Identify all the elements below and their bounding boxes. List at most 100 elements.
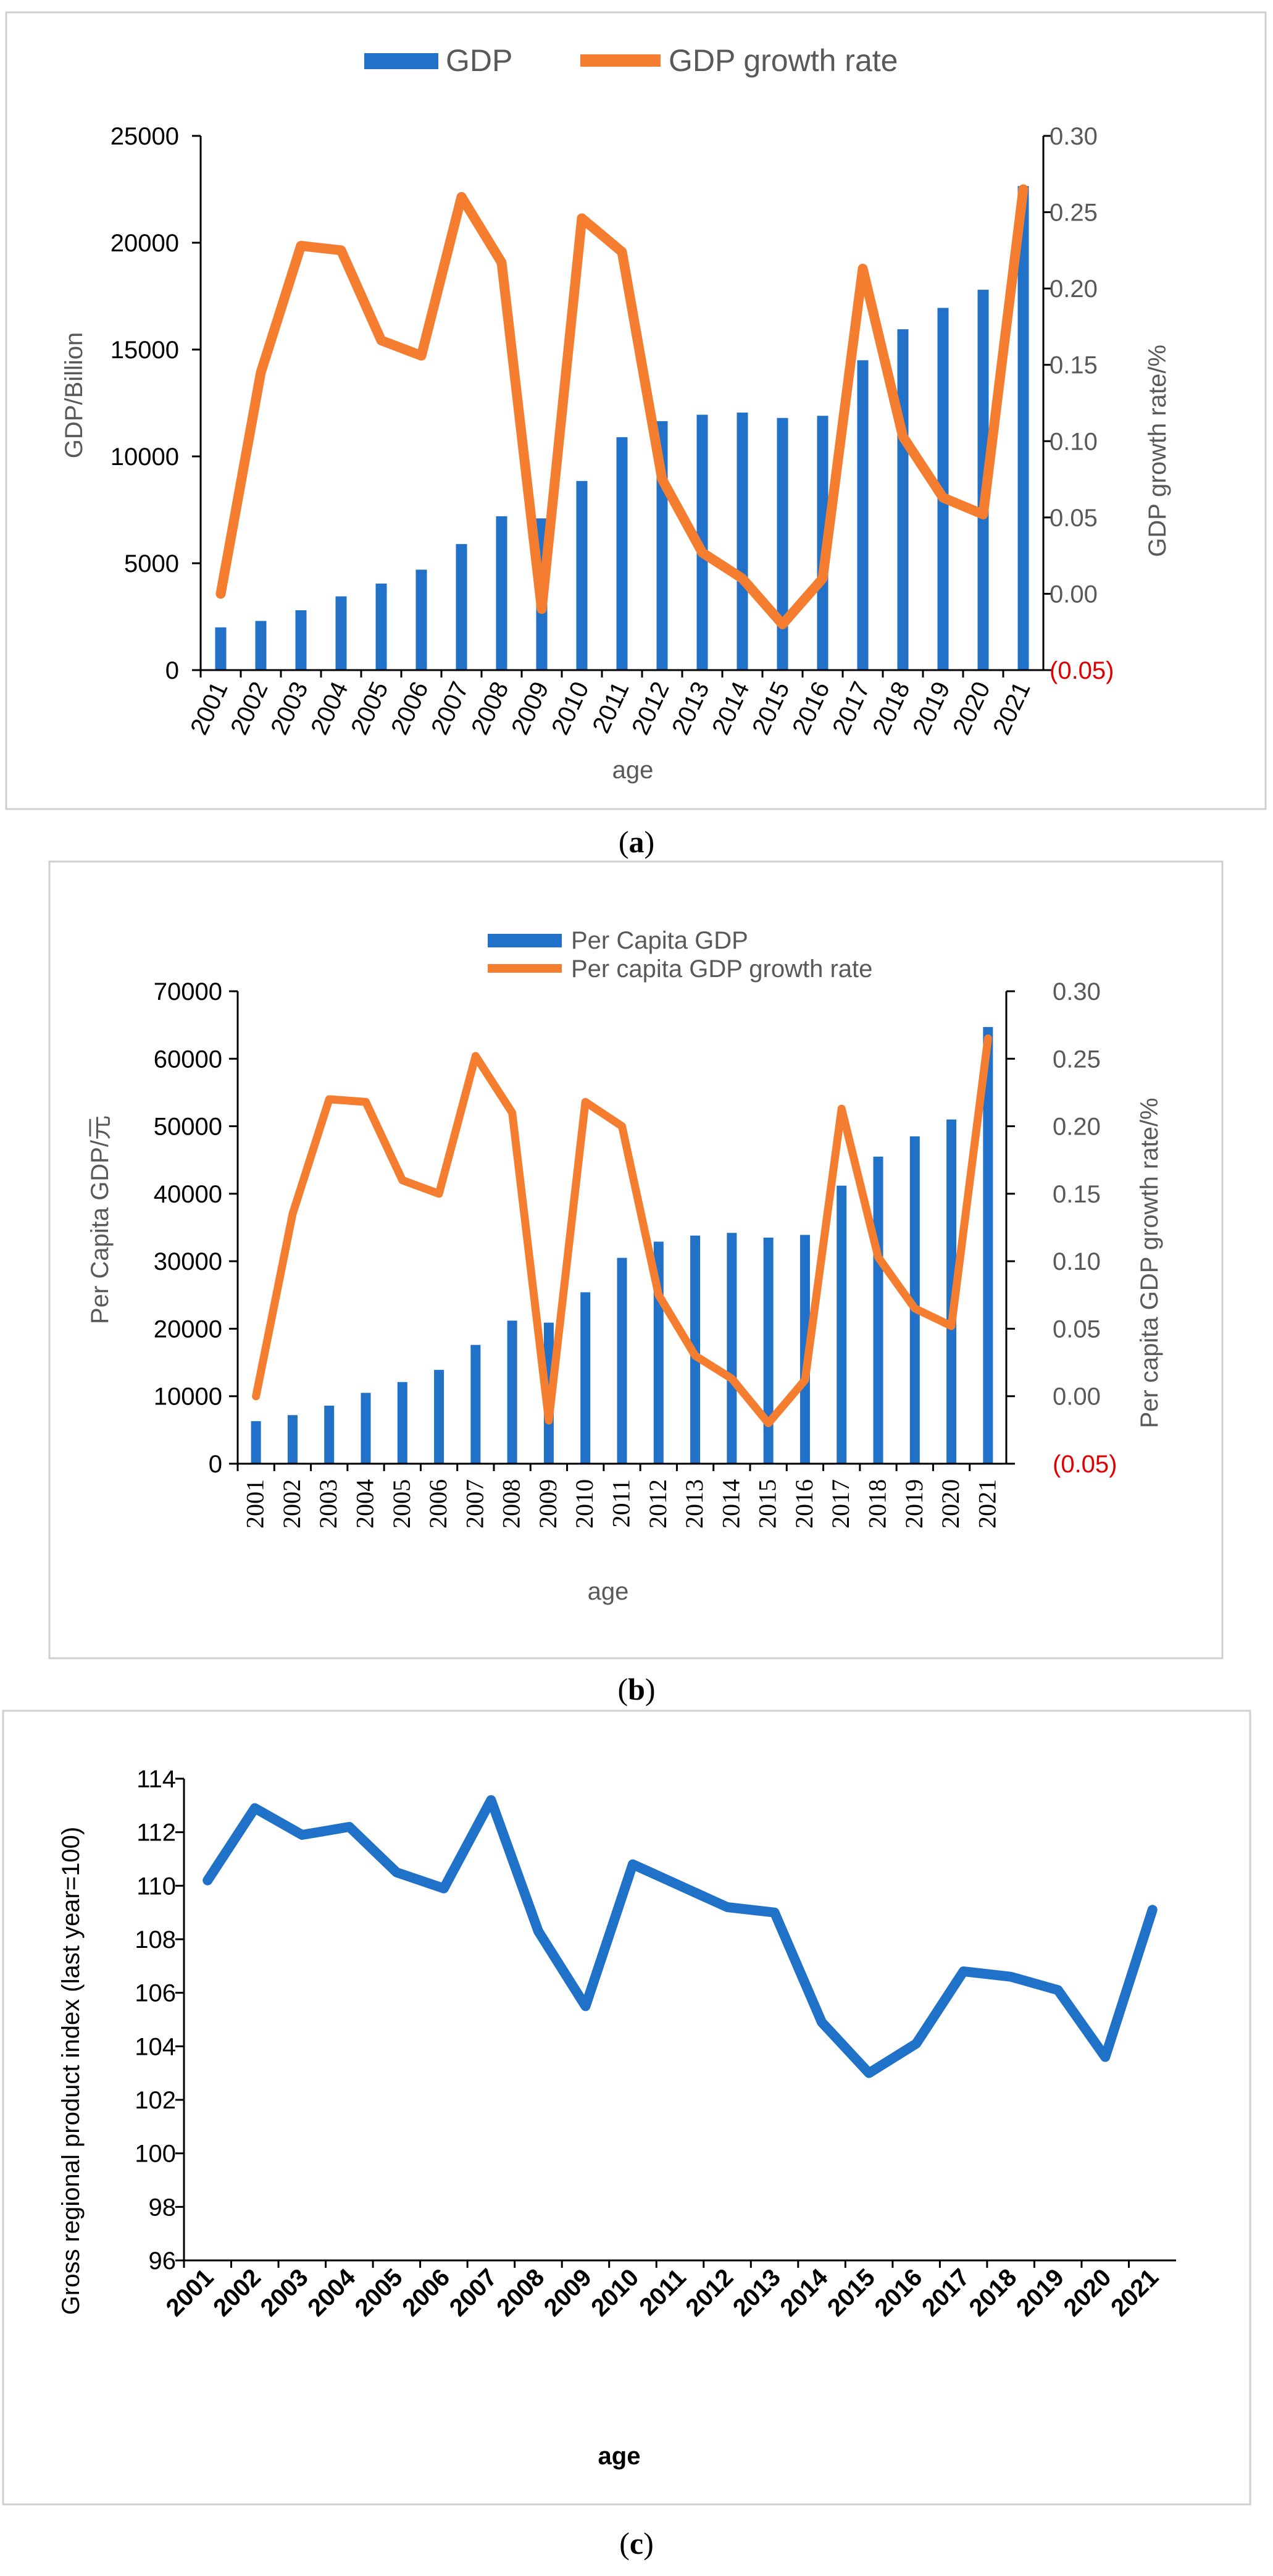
- panel-b-bar-2021: [983, 1026, 993, 1464]
- panel-b-x-tick-label: 2018: [864, 1479, 891, 1529]
- legend-per-capita-swatch: [488, 934, 562, 947]
- panel-b-growth-line: [252, 1034, 992, 1427]
- chart-panel-c: 9698100102104106108110112114200120022003…: [2, 1710, 1251, 2506]
- panel-b-x-tick-label: 2003: [314, 1479, 342, 1529]
- panel-c-x-axis-title: age: [598, 2443, 641, 2470]
- panel-b-bar-2007: [470, 1345, 481, 1464]
- panel-b-bar-2008: [507, 1320, 517, 1464]
- panel-a-bar-2004: [335, 596, 347, 670]
- panel-c-index-line: [202, 1795, 1158, 2078]
- panel-c-y-tick-label: 112: [136, 1819, 176, 1847]
- panel-c-y-tick-label: 102: [135, 2087, 176, 2114]
- panel-b-x-tick-label: 2004: [351, 1479, 379, 1529]
- panel-a-y2-tick-label: 0.15: [1050, 352, 1098, 379]
- panel-b-bars: [251, 1026, 993, 1464]
- panel-b-y2-tick-label: 0.20: [1053, 1114, 1101, 1141]
- panel-b-x-tick-label: 2007: [461, 1479, 488, 1529]
- panel-a-y2-tick-label: (0.05): [1050, 657, 1114, 684]
- panel-b-x-tick-label: 2021: [973, 1479, 1001, 1529]
- panel-a-y2-tick-label: 0.05: [1050, 505, 1098, 532]
- panel-b-series-line: [252, 1034, 992, 1427]
- legend-gdp-swatch: [364, 53, 438, 69]
- panel-b-y2-tick-label: (0.05): [1053, 1451, 1117, 1478]
- panel-b-x-axis-title: age: [588, 1578, 629, 1605]
- panel-b-y2-tick-label: 0.25: [1053, 1046, 1101, 1073]
- panel-b-y2-tick-label: 0.00: [1053, 1383, 1101, 1411]
- panel-b-bar-2010: [580, 1292, 591, 1464]
- panel-b-bar-2016: [799, 1235, 810, 1464]
- panel-b-x-tick-label: 2008: [498, 1479, 525, 1529]
- caption-b: (b): [617, 1672, 655, 1706]
- caption-c: (c): [619, 2526, 654, 2561]
- panel-b-y-tick-label: 40000: [154, 1181, 222, 1208]
- legend-per-capita-label: Per Capita GDP: [571, 927, 748, 954]
- panel-b-y-tick-label: 60000: [154, 1046, 222, 1073]
- panel-b-x-tick-label: 2014: [717, 1479, 745, 1529]
- panel-b-y-tick-label: 50000: [154, 1114, 222, 1141]
- panel-a-bar-2007: [456, 543, 467, 670]
- panel-a-y-axis-title: GDP/Billion: [61, 332, 88, 459]
- panel-a-series-line: [215, 184, 1029, 629]
- panel-a-y-tick-label: 25000: [111, 123, 179, 150]
- panel-b-x-tick-label: 2012: [644, 1479, 672, 1529]
- panel-b-axes: 0 10000 20000 30000 40000 50000 60000 70000 (0.0…: [154, 978, 1117, 1529]
- panel-b-y2-tick-label: 0.30: [1053, 978, 1101, 1005]
- panel-b-bar-2006: [434, 1370, 445, 1464]
- panel-b-x-tick-label: 2019: [900, 1479, 928, 1529]
- legend-per-capita-growth-label: Per capita GDP growth rate: [571, 955, 872, 983]
- panel-b-y2-tick-label: 0.05: [1053, 1315, 1101, 1343]
- panel-a-bar-2014: [737, 413, 748, 670]
- panel-b-bar-2017: [837, 1185, 847, 1464]
- panel-b-bar-2015: [763, 1237, 774, 1464]
- panel-a-y-tick-label: 0: [165, 657, 179, 684]
- panel-b-x-tick-label: 2013: [680, 1479, 708, 1529]
- panel-b-bar-2014: [727, 1233, 737, 1464]
- panel-b-x-tick-label: 2006: [424, 1479, 452, 1529]
- panel-b-y-tick-label: 30000: [154, 1248, 222, 1275]
- panel-b-y-tick-label: 20000: [154, 1315, 222, 1343]
- panel-b-y-tick-label: 70000: [154, 978, 222, 1005]
- panel-b-bar-2020: [946, 1119, 957, 1464]
- panel-c-y-tick-label: 106: [135, 1980, 176, 2007]
- chart-panel-a: 0 5000 10000 15000 20000 25000 (0.05) 0.00 0.05 0…: [5, 11, 1267, 810]
- panel-c-y-tick-label: 110: [136, 1873, 176, 1900]
- panel-c-y-tick-label: 96: [149, 2247, 177, 2275]
- panel-c-y-tick-label: 114: [136, 1766, 176, 1793]
- panel-a-bar-2017: [857, 360, 869, 670]
- panel-a-y2-tick-label: 0.30: [1050, 123, 1098, 150]
- panel-b-x-tick-label: 2002: [278, 1479, 306, 1529]
- panel-b-x-tick-label: 2017: [827, 1479, 854, 1529]
- panel-b-bar-2019: [909, 1136, 920, 1464]
- caption-a: (a): [619, 824, 654, 859]
- panel-b-x-tick-label: 2001: [241, 1479, 269, 1529]
- panel-b-x-tick-label: 2010: [570, 1479, 598, 1529]
- panel-b-y-tick-label: 10000: [154, 1383, 222, 1411]
- panel-b-bar-2001: [251, 1421, 261, 1464]
- panel-b-frame: [48, 860, 1224, 1659]
- panel-a-bar-2015: [777, 417, 788, 670]
- legend-gdp-label: GDP: [446, 43, 512, 78]
- panel-a-frame: [5, 11, 1267, 810]
- panel-c-y-tick-label: 108: [135, 1926, 176, 1953]
- panel-a-bar-2005: [375, 583, 387, 670]
- chart-panel-b: 0 10000 20000 30000 40000 50000 60000 70000 (0.0…: [48, 860, 1224, 1659]
- panel-a-bar-2011: [616, 437, 628, 670]
- panel-b-bar-2005: [397, 1382, 407, 1464]
- panel-b-x-tick-label: 2011: [607, 1479, 635, 1528]
- panel-b-bar-2018: [873, 1156, 883, 1464]
- panel-a-y2-axis-title: GDP growth rate/%: [1144, 345, 1171, 557]
- panel-b-legend: Per Capita GDP Per capita GDP growth rat…: [488, 927, 872, 983]
- panel-b-x-tick-label: 2020: [937, 1479, 964, 1529]
- panel-b-bar-2002: [287, 1415, 298, 1464]
- panel-a-y-tick-label: 10000: [111, 443, 179, 471]
- panel-c-y-tick-label: 104: [135, 2033, 176, 2060]
- panel-b-x-tick-label: 2016: [790, 1479, 818, 1529]
- panel-a-bar-2008: [496, 516, 507, 670]
- panel-b-bar-2003: [324, 1406, 335, 1464]
- panel-a-y-tick-label: 20000: [111, 230, 179, 257]
- panel-a-bar-2002: [255, 621, 267, 670]
- panel-a-growth-line: [215, 184, 1029, 629]
- panel-a-bar-2003: [295, 610, 307, 670]
- panel-a-bar-2018: [897, 329, 909, 670]
